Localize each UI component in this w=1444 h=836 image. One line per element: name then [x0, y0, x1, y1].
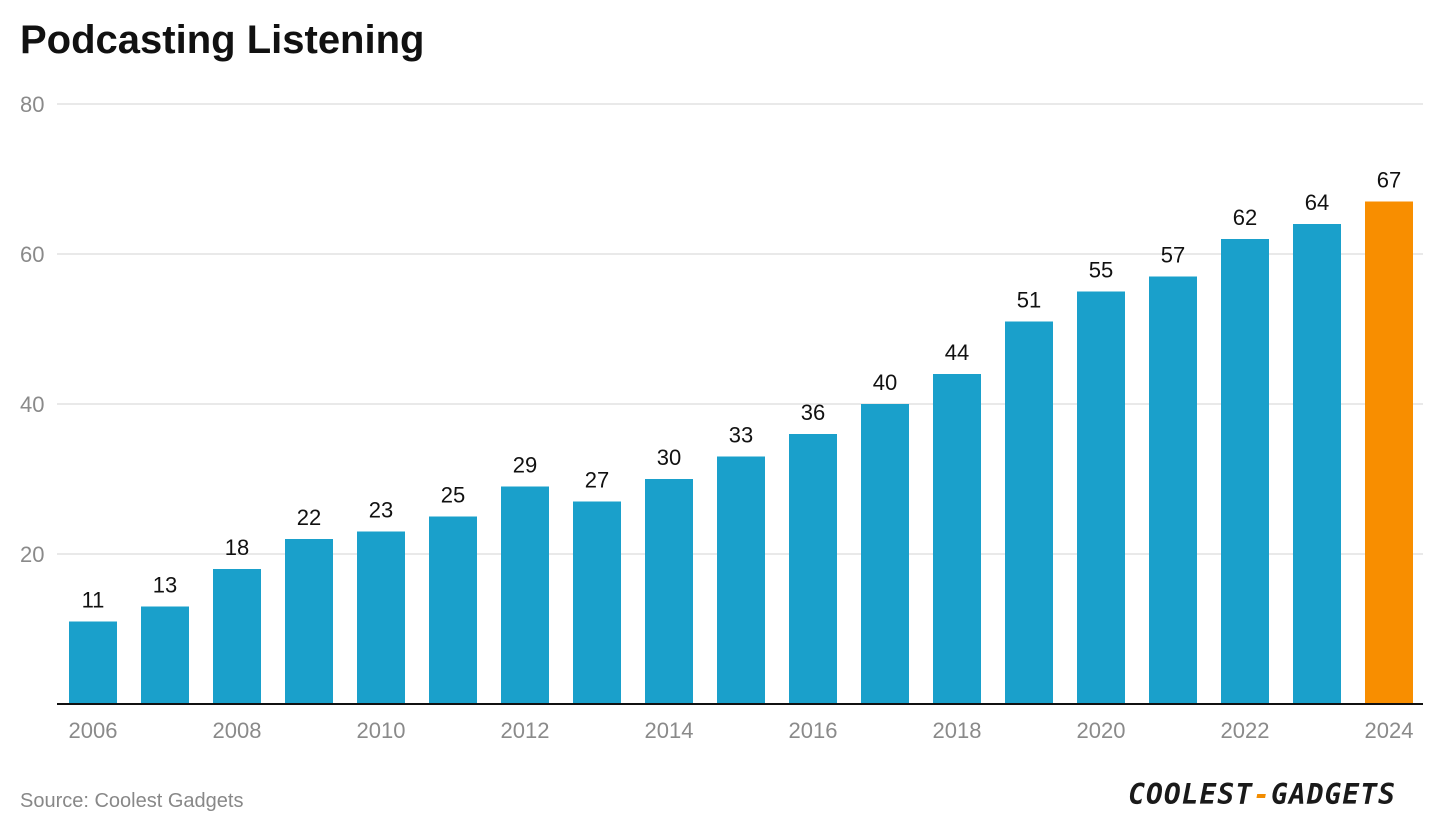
data-label-2015: 33 [729, 423, 753, 448]
bar-2016 [789, 434, 837, 704]
bar-2008 [213, 569, 261, 704]
bar-2013 [573, 501, 621, 704]
bar-2022 [1221, 239, 1269, 704]
data-label-2019: 51 [1017, 288, 1041, 313]
x-tick-label-2008: 2008 [213, 718, 262, 743]
chart-title: Podcasting Listening [20, 18, 425, 62]
data-label-2017: 40 [873, 370, 897, 395]
brand-right: GADGETS [1270, 778, 1396, 811]
data-label-2022: 62 [1233, 205, 1257, 230]
x-tick-label-2010: 2010 [357, 718, 406, 743]
data-label-2018: 44 [945, 340, 969, 365]
data-label-2013: 27 [585, 468, 609, 493]
y-tick-label-60: 60 [20, 242, 44, 267]
bar-2021 [1149, 276, 1197, 704]
data-label-2024: 67 [1377, 168, 1401, 193]
bar-2019 [1005, 321, 1053, 704]
brand-separator: - [1253, 778, 1271, 811]
bars [69, 201, 1413, 704]
y-axis-ticks: 20 40 60 80 [20, 92, 44, 567]
y-tick-label-40: 40 [20, 392, 44, 417]
bar-2012 [501, 486, 549, 704]
bar-2024 [1365, 201, 1413, 704]
data-label-2007: 13 [153, 573, 177, 598]
brand-left: COOLEST [1128, 778, 1254, 811]
data-label-2012: 29 [513, 453, 537, 478]
bar-2020 [1077, 291, 1125, 704]
bar-2011 [429, 516, 477, 704]
y-tick-label-80: 80 [20, 92, 44, 117]
data-label-2021: 57 [1161, 243, 1185, 268]
x-tick-label-2016: 2016 [789, 718, 838, 743]
data-label-2023: 64 [1305, 190, 1329, 215]
bar-2006 [69, 621, 117, 704]
data-label-2011: 25 [441, 483, 465, 508]
x-tick-label-2006: 2006 [69, 718, 118, 743]
bar-2015 [717, 456, 765, 704]
bar-2010 [357, 531, 405, 704]
x-tick-label-2014: 2014 [645, 718, 694, 743]
x-axis-ticks: 2006 2008 2010 2012 2014 2016 2018 2020 2022 2024 [69, 718, 1414, 743]
bar-2014 [645, 479, 693, 704]
data-label-2020: 55 [1089, 258, 1113, 283]
bar-2018 [933, 374, 981, 704]
x-tick-label-2020: 2020 [1077, 718, 1126, 743]
data-label-2006: 11 [82, 588, 105, 613]
x-tick-label-2012: 2012 [501, 718, 550, 743]
bar-2007 [141, 606, 189, 704]
data-label-2008: 18 [225, 535, 249, 560]
data-label-2016: 36 [801, 400, 825, 425]
bar-2009 [285, 539, 333, 704]
x-tick-label-2024: 2024 [1365, 718, 1414, 743]
data-label-2010: 23 [369, 498, 393, 523]
bar-2023 [1293, 224, 1341, 704]
bar-2017 [861, 404, 909, 704]
data-label-2014: 30 [657, 445, 681, 470]
brand-logo: COOLEST-GADGETS [1128, 778, 1396, 811]
data-labels: 11 13 18 22 23 25 29 27 30 33 36 40 44 51 55 57 62 64 67 [82, 168, 1402, 613]
source-note: Source: Coolest Gadgets [20, 790, 244, 812]
x-tick-label-2018: 2018 [933, 718, 982, 743]
data-label-2009: 22 [297, 505, 321, 530]
x-tick-label-2022: 2022 [1221, 718, 1270, 743]
y-tick-label-20: 20 [20, 542, 44, 567]
